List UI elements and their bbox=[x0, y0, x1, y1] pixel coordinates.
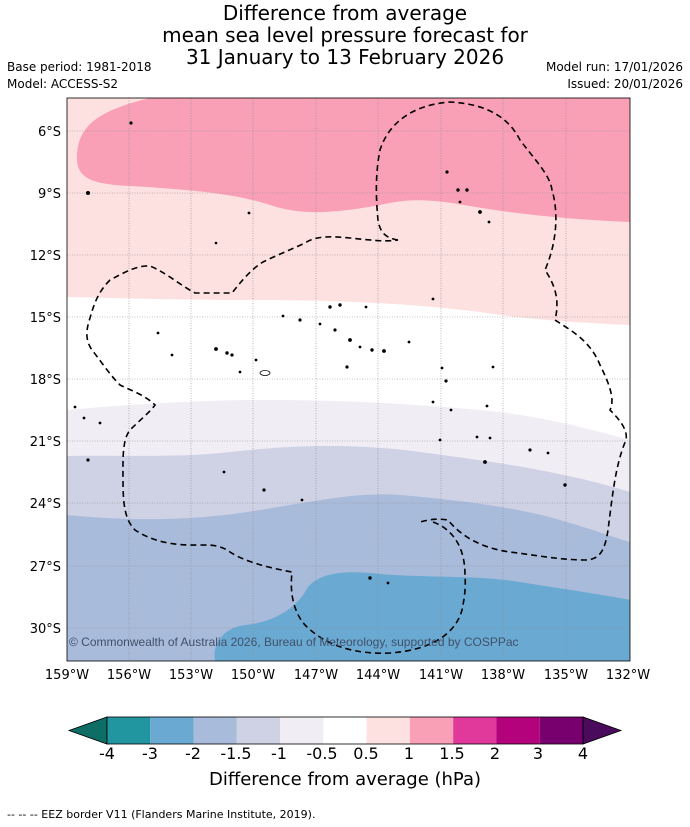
lon-label: 135°W bbox=[544, 668, 588, 683]
lon-label: 141°W bbox=[419, 668, 463, 683]
colorbar-bin bbox=[236, 717, 281, 744]
lon-label: 138°W bbox=[481, 668, 525, 683]
colorbar-tick: -3 bbox=[142, 744, 158, 763]
lon-label: 150°W bbox=[231, 668, 275, 683]
colorbar-bin bbox=[539, 717, 583, 744]
lat-label: 6°S bbox=[38, 125, 61, 140]
colorbar-bin bbox=[150, 717, 194, 744]
colorbar-tick: 3 bbox=[532, 744, 544, 763]
eez-borders bbox=[86, 101, 628, 654]
title-line-3: 31 January to 13 February 2026 bbox=[185, 45, 505, 69]
colorbar-bin bbox=[453, 717, 497, 744]
colorbar-tick: -1.5 bbox=[220, 744, 252, 763]
lon-label: 159°W bbox=[45, 668, 89, 683]
colorbar-tick: -0.5 bbox=[306, 744, 338, 763]
lat-label: 15°S bbox=[30, 311, 61, 326]
colorbar-extend-high bbox=[582, 716, 623, 745]
title-line-1: Difference from average bbox=[222, 1, 468, 25]
colorbar-tick: 4 bbox=[577, 744, 589, 763]
lat-label: 9°S bbox=[38, 187, 61, 202]
colorbar-frame bbox=[106, 716, 584, 745]
lon-label: 132°W bbox=[606, 668, 650, 683]
title-line-2: mean sea level pressure forecast for bbox=[162, 23, 528, 47]
colorbar-title: Difference from average (hPa) bbox=[208, 769, 482, 790]
model-name: Model: ACCESS-S2 bbox=[7, 77, 119, 91]
meta-left: Base period: 1981-2018 Model: ACCESS-S2 bbox=[7, 59, 152, 93]
lon-label: 147°W bbox=[294, 668, 338, 683]
issued-date: Issued: 20/01/2026 bbox=[567, 77, 683, 91]
colorbar-bin bbox=[107, 717, 151, 744]
islands bbox=[73, 121, 567, 585]
copyright-notice: © Commonwealth of Australia 2026, Bureau… bbox=[69, 635, 519, 649]
lat-label: 24°S bbox=[30, 497, 61, 512]
colorbar-bin bbox=[409, 717, 454, 744]
base-period: Base period: 1981-2018 bbox=[7, 60, 152, 74]
colorbar-tick: -4 bbox=[99, 744, 115, 763]
lon-label: 144°W bbox=[356, 668, 400, 683]
colorbar-tick: 0.5 bbox=[353, 744, 379, 763]
latitude-labels: 6°S 9°S 12°S 15°S 18°S 21°S 24°S 27°S 30… bbox=[30, 125, 61, 637]
colorbar-bin bbox=[366, 717, 410, 744]
lon-label: 153°W bbox=[169, 668, 213, 683]
eez-footnote: -- -- -- EEZ border V11 (Flanders Marine… bbox=[7, 808, 316, 821]
colorbar-tick: -2 bbox=[185, 744, 201, 763]
lat-label: 12°S bbox=[30, 249, 61, 264]
lat-label: 30°S bbox=[30, 622, 61, 637]
lon-label: 156°W bbox=[107, 668, 151, 683]
map-title: Difference from average mean sea level p… bbox=[0, 2, 690, 68]
lat-label: 27°S bbox=[30, 560, 61, 575]
colorbar-extend-low bbox=[67, 716, 108, 745]
colorbar-tick: 1 bbox=[403, 744, 415, 763]
colorbar-tick: -1 bbox=[271, 744, 287, 763]
colorbar-tick: 2 bbox=[489, 744, 501, 763]
colorbar-bin bbox=[193, 717, 237, 744]
colorbar-bin bbox=[496, 717, 540, 744]
band-pos-1 bbox=[76, 98, 630, 222]
colorbar-bin bbox=[323, 717, 367, 744]
lat-label: 18°S bbox=[30, 373, 61, 388]
map-frame bbox=[66, 97, 631, 662]
band-neg-2 bbox=[214, 572, 630, 661]
model-run: Model run: 17/01/2026 bbox=[545, 60, 683, 74]
meta-right: Model run: 17/01/2026 Issued: 20/01/2026 bbox=[546, 59, 683, 93]
colorbar bbox=[67, 716, 623, 745]
colorbar-tick: 1.5 bbox=[439, 744, 465, 763]
colorbar-bin bbox=[280, 717, 324, 744]
lat-label: 21°S bbox=[30, 435, 61, 450]
anomaly-fields bbox=[67, 98, 630, 661]
longitude-labels: 159°W 156°W 153°W 150°W 147°W 144°W 141°… bbox=[45, 668, 650, 683]
